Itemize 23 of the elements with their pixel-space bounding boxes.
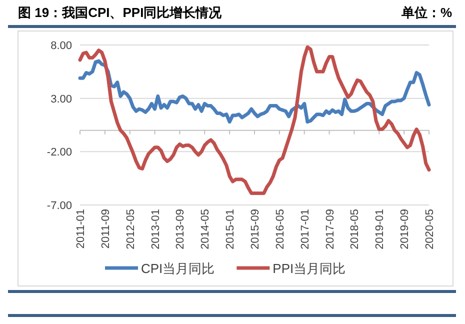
x-tick-label: 2011-09 (100, 209, 112, 249)
x-tick-label: 2012-05 (124, 209, 137, 250)
y-tick-label: -7.00 (46, 200, 72, 212)
y-tick-label: 3.00 (50, 93, 72, 106)
legend-label: PPI当月同比 (272, 261, 346, 276)
y-tick-label: 8.00 (50, 40, 72, 52)
chart-title: 图 19：我国CPI、PPI同比增长情况 (18, 5, 223, 20)
x-tick-label: 2018-05 (349, 209, 362, 250)
x-tick-label: 2017-01 (299, 209, 312, 250)
x-tick-label: 2014-05 (200, 209, 212, 250)
x-tick-label: 2011-01 (75, 209, 87, 249)
x-tick-label: 2017-09 (324, 209, 336, 250)
x-tick-label: 2020-05 (424, 209, 436, 250)
chart-subtitle: 单位：% (400, 5, 452, 20)
x-tick-label: 2016-05 (274, 209, 286, 250)
x-tick-label: 2013-09 (174, 209, 187, 250)
y-tick-label: -2.00 (46, 146, 72, 159)
x-tick-label: 2015-09 (250, 209, 262, 250)
x-tick-label: 2019-01 (374, 209, 386, 250)
x-tick-label: 2015-01 (224, 209, 237, 250)
legend-label: CPI当月同比 (141, 261, 215, 276)
x-tick-label: 2019-09 (399, 209, 412, 250)
x-tick-label: 2013-01 (150, 209, 162, 250)
